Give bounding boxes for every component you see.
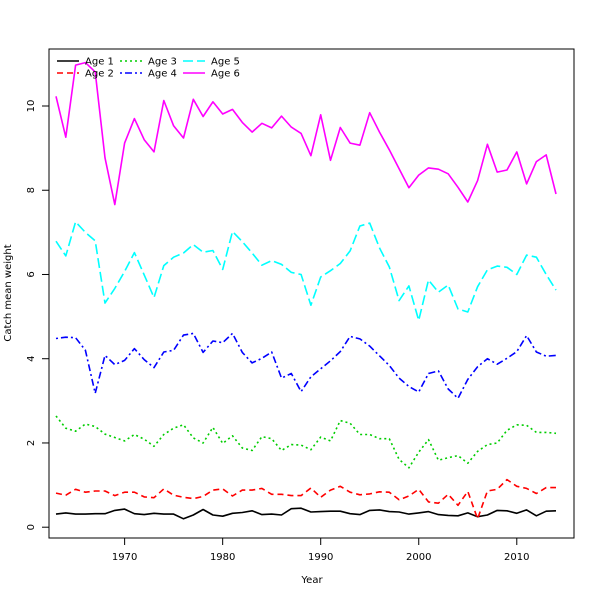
y-axis: 0 2 4 6 8 10 <box>26 100 50 530</box>
y-axis-title: Catch mean weight <box>3 244 14 341</box>
series-line-age-5 <box>55 221 557 322</box>
y-tick-label: 10 <box>26 100 37 113</box>
legend-label: Age 6 <box>211 69 240 80</box>
legend-label: Age 4 <box>148 69 177 80</box>
series-line-age-1 <box>55 507 557 520</box>
legend-label: Age 2 <box>85 69 114 80</box>
series-layer <box>55 61 557 520</box>
x-tick-label: 2010 <box>504 552 529 563</box>
plot-frame <box>48 48 575 539</box>
y-tick-label: 8 <box>26 187 37 193</box>
series-line-age-6 <box>55 61 557 206</box>
legend-label: Age 3 <box>148 57 177 68</box>
y-tick-label: 0 <box>26 524 37 530</box>
x-axis-title: Year <box>300 575 323 586</box>
series-line-age-4 <box>55 332 557 400</box>
series-line-age-2 <box>55 478 556 520</box>
y-tick-label: 6 <box>26 271 37 277</box>
y-tick-label: 2 <box>26 440 37 446</box>
x-tick-label: 1980 <box>210 552 235 563</box>
y-tick-label: 4 <box>26 356 37 362</box>
x-axis: 1970 1980 1990 2000 2010 <box>112 537 530 563</box>
x-tick-label: 2000 <box>406 552 431 563</box>
series-line-age-3 <box>55 415 557 469</box>
legend-label: Age 5 <box>211 57 240 68</box>
legend-label: Age 1 <box>85 57 114 68</box>
x-tick-label: 1970 <box>112 552 137 563</box>
x-tick-label: 1990 <box>308 552 333 563</box>
